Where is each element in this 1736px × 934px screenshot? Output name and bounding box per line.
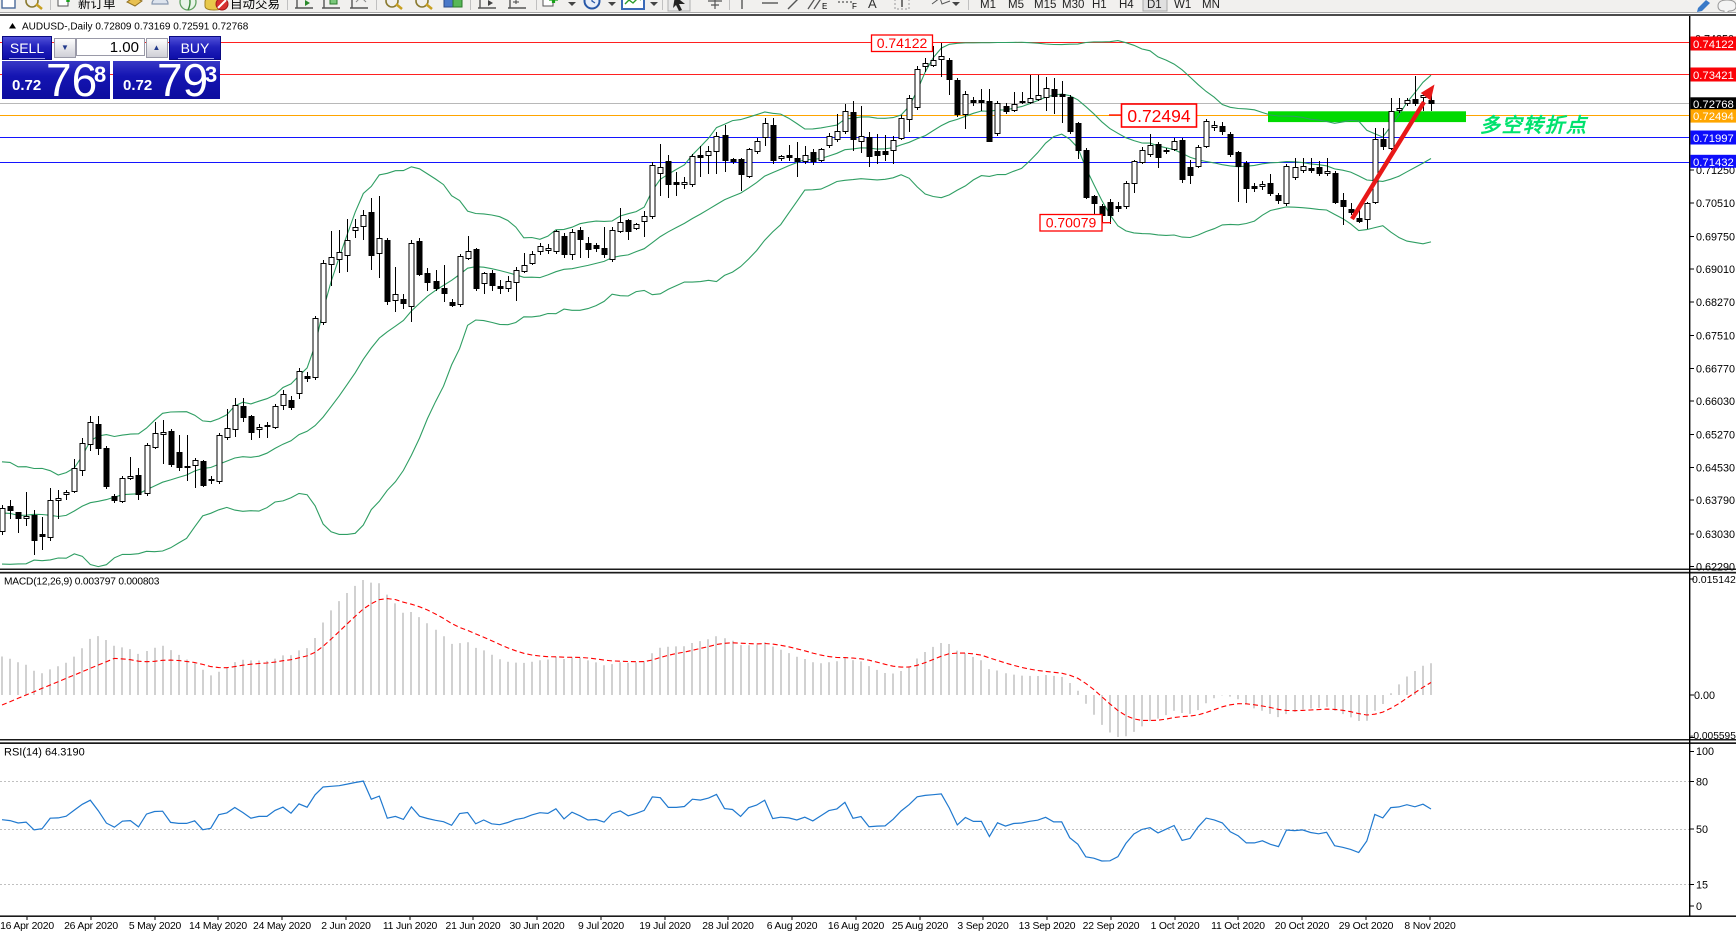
- svg-text:H1: H1: [1092, 0, 1107, 11]
- svg-text:自动交易: 自动交易: [230, 0, 280, 11]
- svg-text:0.63790: 0.63790: [1696, 495, 1735, 507]
- svg-text:0.015142: 0.015142: [1692, 574, 1736, 586]
- svg-text:25 Aug 2020: 25 Aug 2020: [892, 921, 949, 932]
- svg-text:0.74122: 0.74122: [877, 35, 928, 51]
- svg-text:19 Jul 2020: 19 Jul 2020: [639, 921, 691, 932]
- svg-text:MACD(12,26,9) 0.003797 0.00080: MACD(12,26,9) 0.003797 0.000803: [4, 577, 160, 588]
- svg-text:M5: M5: [1008, 0, 1024, 11]
- svg-text:16 Apr 2020: 16 Apr 2020: [0, 921, 54, 932]
- svg-text:28 Jul 2020: 28 Jul 2020: [702, 921, 754, 932]
- svg-text:30 Jun 2020: 30 Jun 2020: [510, 921, 565, 932]
- svg-text:80: 80: [1696, 777, 1708, 789]
- svg-text:22 Sep 2020: 22 Sep 2020: [1083, 921, 1140, 932]
- svg-text:1 Oct 2020: 1 Oct 2020: [1151, 921, 1200, 932]
- svg-text:26 Apr 2020: 26 Apr 2020: [64, 921, 118, 932]
- svg-text:W1: W1: [1174, 0, 1191, 11]
- svg-text:5 May 2020: 5 May 2020: [129, 921, 182, 932]
- svg-text:M15: M15: [1034, 0, 1056, 11]
- svg-text:0.68270: 0.68270: [1696, 297, 1735, 309]
- svg-text:8 Nov 2020: 8 Nov 2020: [1404, 921, 1456, 932]
- svg-text:M1: M1: [980, 0, 996, 11]
- svg-text:0.71250: 0.71250: [1696, 165, 1735, 177]
- svg-text:0.64530: 0.64530: [1696, 462, 1735, 474]
- svg-text:0.69750: 0.69750: [1696, 231, 1735, 243]
- svg-text:D1: D1: [1147, 0, 1162, 11]
- svg-text:F: F: [852, 2, 857, 11]
- svg-text:100: 100: [1696, 746, 1714, 758]
- svg-text:-0.005595: -0.005595: [1690, 731, 1736, 742]
- svg-text:3 Sep 2020: 3 Sep 2020: [957, 921, 1009, 932]
- svg-text:0.72768: 0.72768: [1693, 99, 1734, 111]
- svg-text:0.62290: 0.62290: [1696, 562, 1735, 574]
- svg-text:0.70079: 0.70079: [1046, 215, 1097, 231]
- svg-text:MN: MN: [1202, 0, 1220, 11]
- svg-text:0.66030: 0.66030: [1696, 396, 1735, 408]
- svg-text:0.70510: 0.70510: [1696, 198, 1735, 210]
- svg-text:0.63030: 0.63030: [1696, 529, 1735, 541]
- svg-text:0.73421: 0.73421: [1693, 70, 1734, 82]
- svg-text:多空转折点: 多空转折点: [1480, 114, 1589, 137]
- svg-text:6 Aug 2020: 6 Aug 2020: [767, 921, 818, 932]
- svg-text:0.72494: 0.72494: [1127, 106, 1191, 126]
- svg-text:0.67510: 0.67510: [1696, 331, 1735, 343]
- svg-text:M30: M30: [1062, 0, 1084, 11]
- svg-text:21 Jun 2020: 21 Jun 2020: [446, 921, 501, 932]
- svg-text:0.65270: 0.65270: [1696, 430, 1735, 442]
- svg-text:0.71997: 0.71997: [1693, 133, 1734, 145]
- svg-text:20 Oct 2020: 20 Oct 2020: [1275, 921, 1330, 932]
- svg-text:50: 50: [1696, 824, 1708, 836]
- svg-text:0.69010: 0.69010: [1696, 264, 1735, 276]
- svg-text:0.66770: 0.66770: [1696, 363, 1735, 375]
- svg-text:A: A: [868, 0, 877, 11]
- svg-text:2 Jun 2020: 2 Jun 2020: [321, 921, 371, 932]
- svg-text:0: 0: [1696, 901, 1702, 913]
- svg-text:H4: H4: [1119, 0, 1134, 11]
- svg-text:11 Jun 2020: 11 Jun 2020: [383, 921, 438, 932]
- svg-text:RSI(14) 64.3190: RSI(14) 64.3190: [4, 747, 85, 759]
- svg-text:0.74122: 0.74122: [1693, 39, 1734, 51]
- svg-text:16 Aug 2020: 16 Aug 2020: [828, 921, 885, 932]
- svg-text:11 Oct 2020: 11 Oct 2020: [1211, 921, 1265, 932]
- svg-text:0.72494: 0.72494: [1693, 111, 1734, 123]
- svg-text:0.00: 0.00: [1694, 690, 1715, 702]
- svg-text:新订单: 新订单: [78, 0, 116, 11]
- svg-text:14 May 2020: 14 May 2020: [189, 921, 247, 932]
- svg-text:13 Sep 2020: 13 Sep 2020: [1019, 921, 1076, 932]
- svg-text:AUDUSD-,Daily 0.72809 0.73169: AUDUSD-,Daily 0.72809 0.73169 0.72591 0.…: [22, 22, 249, 33]
- svg-text:9 Jul 2020: 9 Jul 2020: [578, 921, 624, 932]
- svg-text:E: E: [822, 2, 827, 11]
- svg-text:24 May 2020: 24 May 2020: [253, 921, 311, 932]
- svg-text:15: 15: [1696, 879, 1708, 891]
- svg-text:0.71432: 0.71432: [1693, 157, 1734, 169]
- svg-text:29 Oct 2020: 29 Oct 2020: [1339, 921, 1394, 932]
